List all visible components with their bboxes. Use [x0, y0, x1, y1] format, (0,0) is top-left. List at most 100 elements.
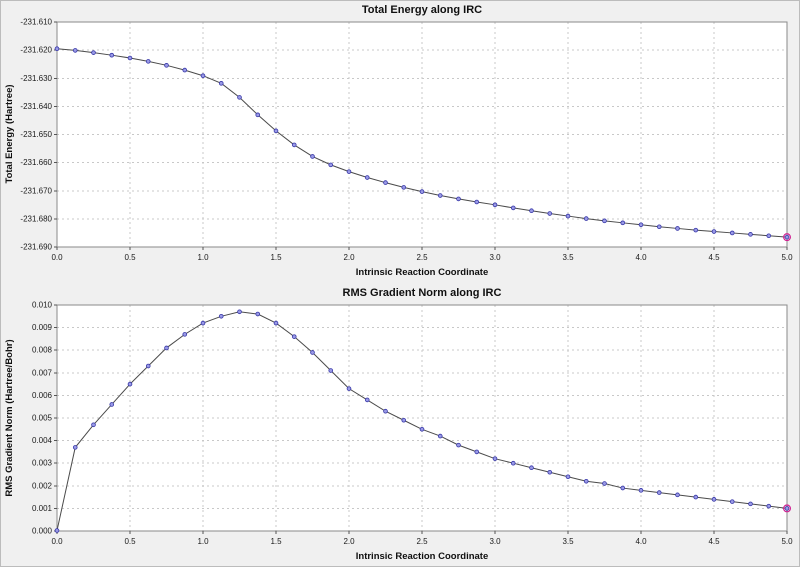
data-point-marker[interactable]	[419, 189, 425, 194]
x-tick-label: 3.0	[489, 253, 501, 262]
data-point-marker[interactable]	[729, 499, 735, 504]
total-energy-plot[interactable]: -231.690 -231.680 -231.670 -231.660 -231.650…	[0, 0, 800, 283]
data-point-marker[interactable]	[583, 216, 589, 221]
data-point-marker[interactable]	[291, 334, 297, 339]
data-point-marker[interactable]	[72, 48, 78, 53]
data-point-marker[interactable]	[602, 481, 607, 486]
data-point-marker[interactable]	[218, 81, 224, 86]
data-point-marker[interactable]	[127, 381, 133, 387]
data-point-marker[interactable]	[638, 488, 644, 493]
data-point-marker[interactable]	[383, 180, 388, 185]
data-point-marker[interactable]	[474, 449, 480, 455]
data-point-marker[interactable]	[419, 427, 425, 432]
data-point-marker[interactable]	[583, 478, 589, 484]
data-point-marker[interactable]	[638, 222, 644, 228]
data-point-marker[interactable]	[784, 506, 790, 511]
data-point-marker[interactable]	[145, 363, 151, 369]
data-point-marker[interactable]	[237, 309, 242, 315]
x-tick-label: 5.0	[781, 537, 793, 546]
data-point-marker[interactable]	[182, 332, 188, 337]
data-point-marker[interactable]	[364, 397, 370, 403]
data-point-marker[interactable]	[383, 408, 388, 414]
data-point-marker[interactable]	[164, 63, 169, 68]
data-point-marker[interactable]	[565, 474, 571, 480]
data-point-marker[interactable]	[437, 433, 443, 439]
y-tick-label: -231.630	[20, 74, 52, 83]
data-point-marker[interactable]	[310, 154, 315, 159]
data-point-marker[interactable]	[729, 230, 735, 236]
data-point-marker[interactable]	[456, 442, 461, 448]
data-point-marker[interactable]	[273, 128, 279, 134]
data-point-marker[interactable]	[693, 227, 699, 233]
data-point-marker[interactable]	[711, 229, 717, 234]
data-point-marker[interactable]	[255, 112, 261, 118]
data-point-marker[interactable]	[693, 494, 699, 500]
data-point-marker[interactable]	[346, 386, 352, 391]
data-point-marker[interactable]	[182, 67, 188, 73]
total-energy-x-axis-label: Intrinsic Reaction Coordinate	[356, 267, 489, 278]
y-tick-label: 0.005	[32, 414, 53, 423]
data-point-marker[interactable]	[474, 199, 480, 205]
data-point-marker[interactable]	[72, 445, 78, 450]
data-point-marker[interactable]	[273, 320, 279, 326]
data-point-marker[interactable]	[766, 233, 772, 239]
data-point-marker[interactable]	[401, 185, 407, 190]
data-point-marker[interactable]	[164, 345, 169, 351]
data-point-marker[interactable]	[656, 224, 662, 230]
last-point-highlight[interactable]	[782, 504, 791, 513]
data-point-marker[interactable]	[620, 485, 626, 491]
data-point-marker[interactable]	[784, 234, 790, 240]
x-tick-label: 3.0	[489, 537, 501, 546]
data-point-marker[interactable]	[565, 213, 571, 219]
y-tick-label: 0.007	[32, 368, 53, 377]
data-point-marker[interactable]	[54, 46, 60, 52]
data-point-marker[interactable]	[547, 469, 553, 475]
data-point-marker[interactable]	[437, 193, 443, 198]
data-point-marker[interactable]	[529, 465, 534, 471]
data-point-marker[interactable]	[547, 211, 553, 216]
data-point-marker[interactable]	[291, 142, 297, 148]
data-point-marker[interactable]	[766, 503, 772, 509]
data-point-marker[interactable]	[675, 226, 680, 231]
data-point-marker[interactable]	[510, 205, 516, 211]
data-point-marker[interactable]	[127, 55, 133, 61]
last-point-highlight[interactable]	[782, 233, 791, 242]
x-tick-label: 3.5	[562, 537, 574, 546]
data-point-marker[interactable]	[346, 169, 352, 174]
data-point-marker[interactable]	[748, 232, 753, 237]
data-point-marker[interactable]	[109, 402, 115, 407]
data-point-marker[interactable]	[237, 95, 242, 100]
rms-gradient-plot[interactable]: 0.000 0.001 0.002 0.003 0.004 0.005 0.006 0.007…	[0, 283, 800, 567]
data-point-marker[interactable]	[328, 162, 334, 168]
data-point-marker[interactable]	[510, 460, 516, 466]
y-tick-label: 0.006	[32, 391, 53, 400]
data-point-marker[interactable]	[492, 456, 498, 461]
data-point-marker[interactable]	[200, 320, 206, 326]
data-point-marker[interactable]	[620, 220, 626, 226]
total-energy-chart-title: Total Energy along IRC	[362, 4, 482, 16]
data-point-marker[interactable]	[328, 368, 334, 373]
x-tick-label: 1.5	[270, 253, 282, 262]
data-point-marker[interactable]	[364, 175, 370, 180]
data-point-marker[interactable]	[748, 501, 753, 507]
data-point-marker[interactable]	[145, 59, 151, 64]
data-point-marker[interactable]	[711, 497, 717, 502]
data-point-marker[interactable]	[456, 196, 461, 202]
data-point-marker[interactable]	[675, 492, 680, 498]
y-tick-label: -231.620	[20, 46, 52, 55]
data-point-marker[interactable]	[529, 208, 534, 214]
data-point-marker[interactable]	[109, 52, 115, 58]
data-point-marker[interactable]	[54, 528, 60, 533]
data-point-marker[interactable]	[91, 50, 96, 55]
data-point-marker[interactable]	[492, 202, 498, 208]
data-point-marker[interactable]	[255, 311, 261, 317]
data-point-marker[interactable]	[310, 350, 315, 355]
data-point-marker[interactable]	[602, 218, 607, 224]
y-tick-label: -231.640	[20, 102, 52, 111]
data-point-marker[interactable]	[401, 417, 407, 423]
data-point-marker[interactable]	[218, 313, 224, 319]
data-point-marker[interactable]	[91, 422, 96, 428]
data-point-marker[interactable]	[200, 73, 206, 79]
x-tick-label: 4.0	[635, 253, 647, 262]
data-point-marker[interactable]	[656, 490, 662, 495]
